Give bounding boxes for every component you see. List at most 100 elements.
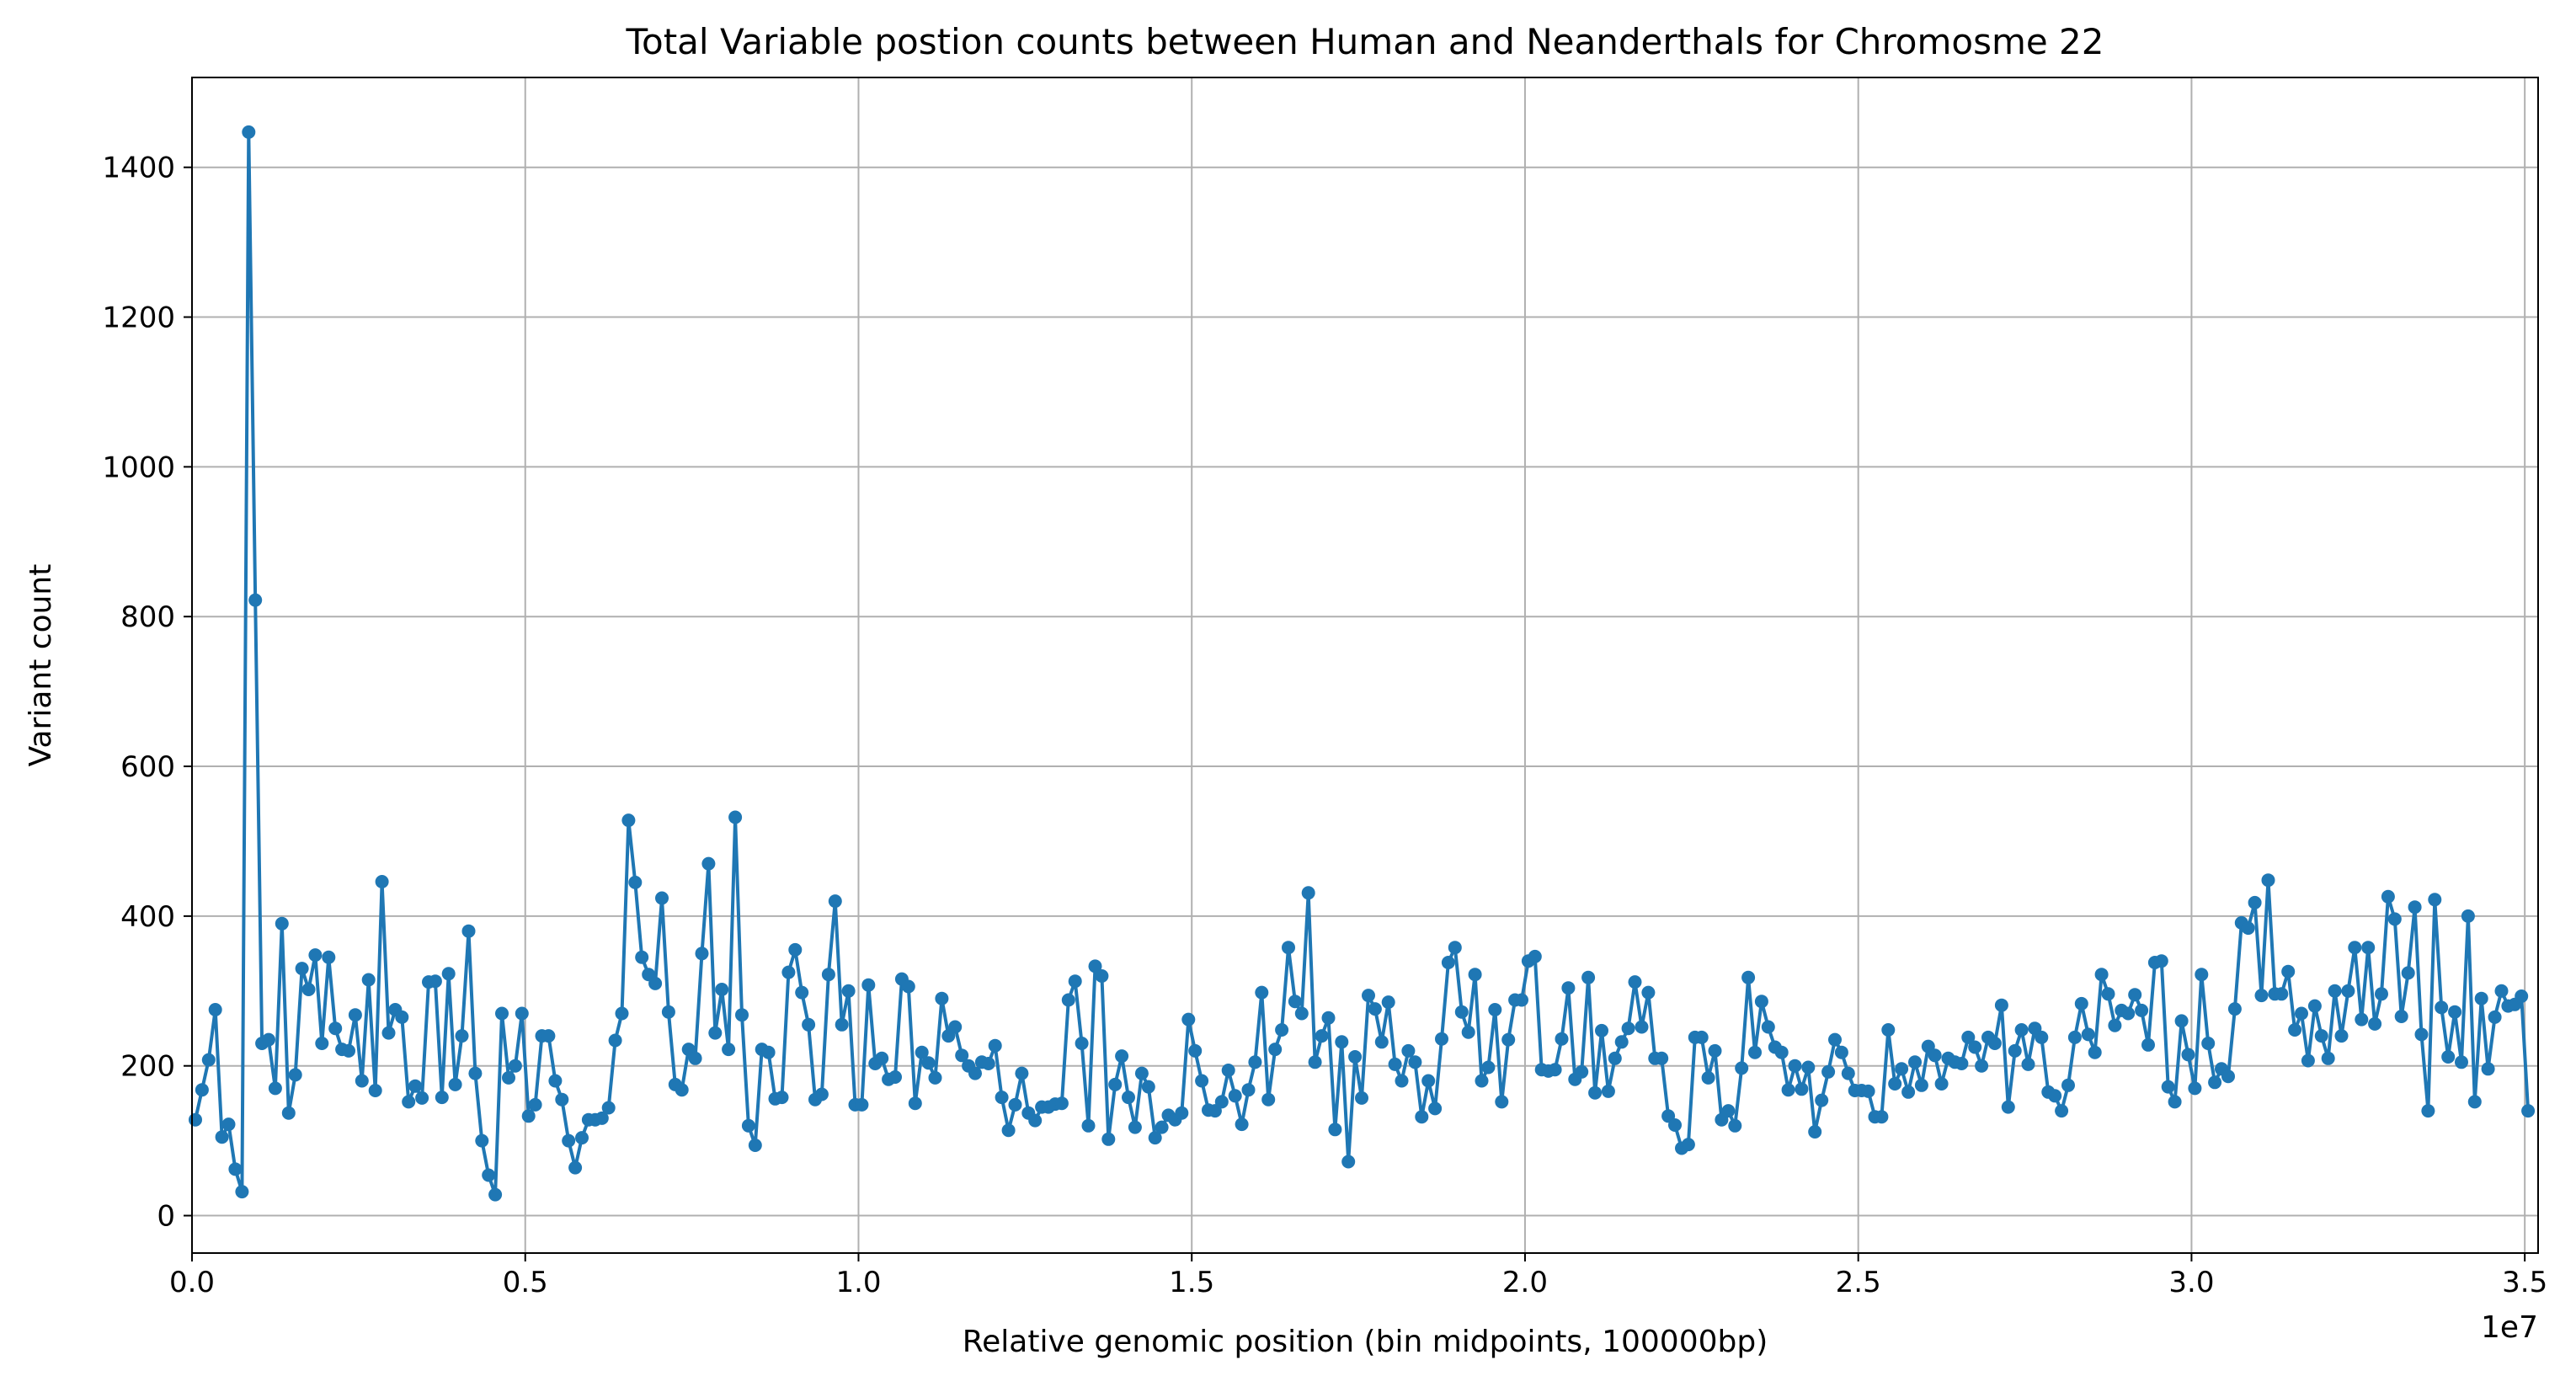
data-point xyxy=(488,1187,503,1202)
data-point xyxy=(2368,1016,2382,1031)
data-point xyxy=(1481,1060,1496,1075)
data-point xyxy=(555,1092,569,1107)
data-point xyxy=(2394,1010,2408,1023)
data-point xyxy=(1795,1082,1809,1096)
data-point xyxy=(2035,1030,2049,1044)
data-point xyxy=(821,968,835,982)
data-point xyxy=(1681,1138,1695,1152)
data-point xyxy=(1748,1045,1762,1059)
x-tick-label: 2.0 xyxy=(1502,1266,1548,1299)
data-point xyxy=(342,1043,355,1058)
data-point xyxy=(1614,1035,1629,1049)
data-point xyxy=(221,1117,236,1132)
data-point xyxy=(1268,1043,1283,1057)
data-point xyxy=(948,1020,963,1034)
data-point xyxy=(2248,895,2262,909)
data-point xyxy=(1148,1131,1162,1145)
axis-ticks: 0.0 0.5 1.0 1.5 2.0 2.5 3.0 3.5 0 200 400 600 800 100… xyxy=(102,152,2547,1299)
data-point xyxy=(201,1053,216,1067)
data-point xyxy=(1815,1093,1829,1107)
data-point xyxy=(1088,959,1102,973)
data-point xyxy=(1975,1059,1989,1073)
data-point xyxy=(1301,886,1315,900)
data-point xyxy=(1374,1035,1389,1049)
data-point xyxy=(2074,996,2088,1011)
data-point xyxy=(722,1043,736,1057)
data-point xyxy=(1435,1032,1448,1046)
data-point xyxy=(2227,1002,2242,1016)
data-point xyxy=(988,1038,1002,1053)
x-tick-label: 0.0 xyxy=(169,1266,215,1299)
data-point xyxy=(375,875,389,888)
data-point xyxy=(2135,1003,2149,1017)
data-point xyxy=(781,965,796,979)
data-point xyxy=(2088,1045,2102,1059)
data-point xyxy=(1828,1032,1842,1047)
data-point xyxy=(1934,1077,1949,1091)
data-point xyxy=(1955,1057,1969,1070)
data-point xyxy=(1255,985,1269,1000)
data-point xyxy=(802,1017,816,1032)
data-point xyxy=(1914,1078,1928,1092)
y-tick-label: 1400 xyxy=(102,152,175,185)
data-point xyxy=(2307,999,2322,1013)
data-point xyxy=(2375,987,2388,1001)
data-point xyxy=(502,1070,515,1085)
data-point xyxy=(2174,1014,2189,1028)
data-point xyxy=(2055,1104,2069,1118)
data-point xyxy=(1668,1118,1682,1132)
data-point xyxy=(2221,1069,2235,1084)
data-point xyxy=(2188,1081,2202,1096)
data-point xyxy=(288,1068,302,1082)
data-point xyxy=(1454,1005,1469,1019)
data-point xyxy=(2094,968,2109,982)
data-point xyxy=(1788,1059,1802,1073)
data-point xyxy=(2448,1005,2462,1019)
data-point xyxy=(1495,1095,1509,1109)
data-point xyxy=(1095,969,1109,983)
data-point xyxy=(935,991,949,1005)
data-point xyxy=(575,1131,589,1145)
data-point xyxy=(655,891,669,905)
data-point xyxy=(1015,1066,1029,1080)
x-axis-offset-label: 1e7 xyxy=(2481,1310,2538,1345)
data-point xyxy=(368,1084,382,1097)
data-point xyxy=(1628,975,1642,989)
data-point xyxy=(548,1074,563,1088)
data-point xyxy=(1108,1077,1123,1091)
data-point xyxy=(262,1032,275,1047)
data-point xyxy=(1308,1055,1322,1069)
data-point xyxy=(1581,970,1596,984)
data-point xyxy=(1175,1106,1189,1120)
data-point xyxy=(1501,1032,1516,1047)
data-point xyxy=(1155,1120,1169,1134)
data-point xyxy=(921,1056,936,1070)
data-point xyxy=(2281,964,2296,979)
y-tick-label: 400 xyxy=(120,900,175,934)
data-point xyxy=(1441,956,1455,969)
data-point xyxy=(195,1083,209,1097)
data-point xyxy=(215,1130,229,1144)
data-point xyxy=(1475,1074,1489,1088)
data-point xyxy=(1808,1125,1822,1139)
data-point xyxy=(621,813,636,828)
data-point xyxy=(1888,1077,1902,1091)
data-point xyxy=(1288,995,1302,1009)
x-tick-label: 2.5 xyxy=(1836,1266,1881,1299)
data-point xyxy=(1987,1037,2002,1050)
data-point xyxy=(2161,1080,2175,1094)
data-point xyxy=(2288,1023,2302,1037)
x-axis-label: Relative genomic position (bin midpoints… xyxy=(963,1325,1768,1359)
data-point xyxy=(1875,1110,1889,1124)
data-point xyxy=(395,1010,409,1024)
data-point xyxy=(695,947,709,961)
data-point xyxy=(795,985,809,1000)
data-point xyxy=(455,1029,469,1043)
data-point xyxy=(2341,984,2355,998)
data-point xyxy=(1741,970,1756,984)
data-point xyxy=(1122,1091,1135,1105)
data-point xyxy=(1101,1132,1116,1146)
data-point xyxy=(2355,1012,2369,1027)
data-point xyxy=(2414,1027,2429,1042)
data-point xyxy=(428,974,442,989)
